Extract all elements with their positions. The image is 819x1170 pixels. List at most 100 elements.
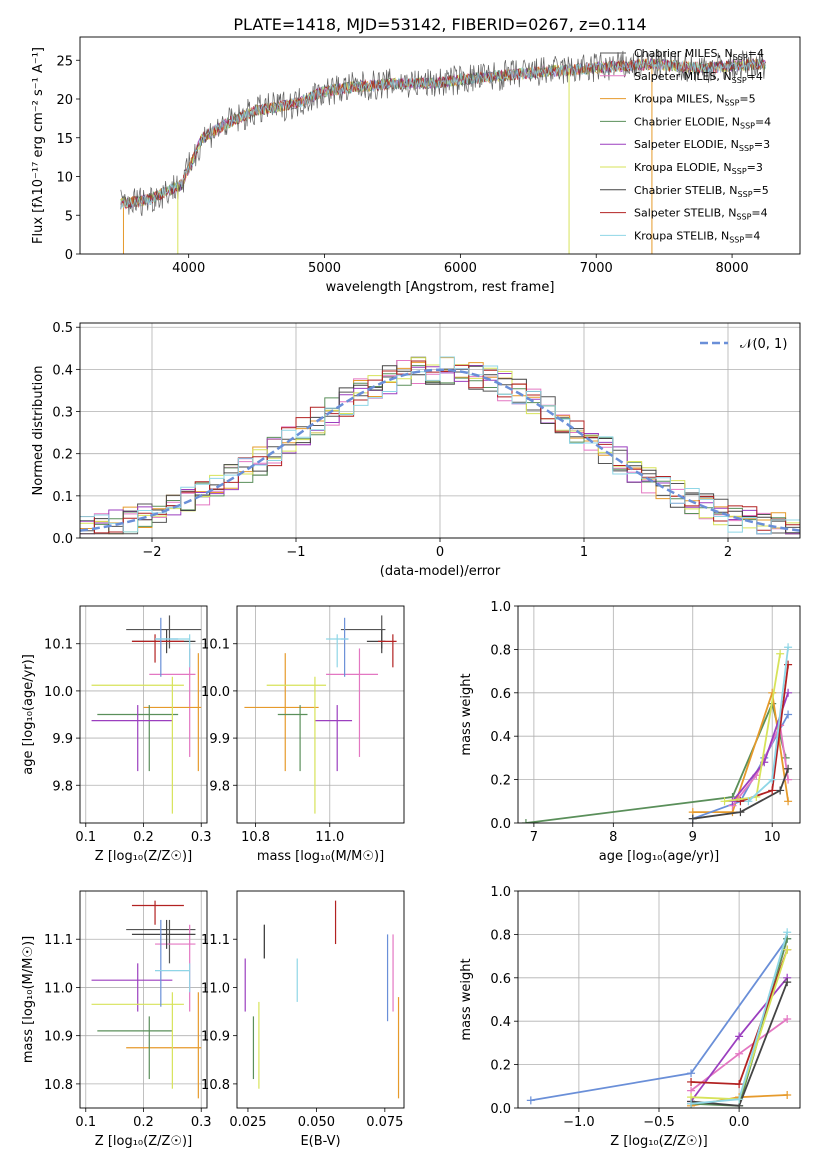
weight-line [525, 700, 787, 823]
weight-marker [783, 1090, 792, 1099]
y-tick-label: 11.1 [44, 933, 73, 948]
x-tick-label: 7000 [580, 261, 613, 276]
y-tick-label: 0.0 [490, 817, 511, 832]
residual-hist-axes: −2 −1 0 1 2 0.0 0.1 0.2 0.3 0.4 0.5 (data-model)/er… [31, 321, 800, 579]
y-tick-label: 10 [56, 171, 73, 186]
x-tick-label: 0.075 [366, 1115, 403, 1130]
weight-vs-age-frame [517, 605, 801, 824]
weight-marker [783, 945, 792, 954]
weight-marker [784, 643, 793, 652]
x-tick-label: 0.025 [229, 1115, 266, 1130]
spectrum-plot [120, 49, 766, 254]
y-axis-label: mass [log₁₀(M/M☉)] [21, 936, 36, 1063]
x-tick-label: 11.0 [315, 830, 344, 845]
y-tick-label: 9.8 [209, 779, 230, 794]
y-tick-label: 25 [56, 54, 73, 69]
age-vs-mass-plot [244, 615, 397, 814]
weight-marker [735, 1049, 744, 1058]
weight-marker [783, 928, 792, 937]
weight-vs-Z-plot [526, 928, 792, 1108]
y-tick-label: 0.6 [490, 972, 511, 987]
x-axis-label: wavelength [Angstrom, rest frame] [326, 280, 555, 295]
x-tick-label: −2 [142, 545, 161, 560]
weight-marker [784, 775, 793, 784]
weight-marker [784, 797, 793, 806]
x-tick-label: 0 [436, 545, 444, 560]
weight-vs-Z-frame [517, 890, 801, 1109]
legend-label: Kroupa MILES, NSSP=5 [634, 93, 756, 108]
y-tick-label: 0.6 [490, 687, 511, 702]
x-tick-label: 10 [764, 830, 781, 845]
x-tick-label: 7 [530, 830, 538, 845]
y-tick-label: 9.9 [52, 732, 73, 747]
x-tick-label: 0.3 [191, 830, 212, 845]
weight-marker [687, 1077, 696, 1086]
weight-vs-age-axes: 7 8 9 10 0.0 0.2 0.4 0.6 0.8 1.0 age [log₁₀(age/yr… [459, 600, 800, 864]
age-vs-mass-axes: 10.8 11.0 9.8 9.9 10.0 10.1 mass [log₁₀(M/M☉)] [201, 606, 404, 864]
weight-marker [784, 710, 793, 719]
mass-vs-Z-axes: 0.1 0.2 0.3 10.8 10.9 11.0 11.1 Z [log₁₀(Z/Z☉)]… [21, 891, 212, 1149]
weight-vs-age-plot [521, 643, 793, 823]
x-tick-label: −0.5 [643, 1115, 675, 1130]
x-tick-label: 4000 [172, 261, 205, 276]
weight-marker [784, 764, 793, 773]
y-tick-label: 0.3 [52, 406, 73, 421]
x-tick-label: 0.1 [75, 1115, 96, 1130]
spectrum-axes: 4000 5000 6000 7000 8000 0 5 10 15 20 25 wavelength… [31, 47, 749, 295]
y-axis-label: mass weight [459, 958, 474, 1040]
legend-label: Salpeter MILES, NSSP=4 [634, 70, 763, 85]
legend-label: Kroupa STELIB, NSSP=4 [634, 229, 760, 244]
weight-marker [526, 1096, 535, 1105]
x-tick-label: 10.8 [241, 830, 270, 845]
weight-marker [768, 786, 777, 795]
y-tick-label: 9.8 [52, 779, 73, 794]
mass-vs-Z-plot [91, 900, 202, 1099]
spectrum-line [120, 49, 766, 217]
x-tick-label: 9 [689, 830, 697, 845]
spectrum-frame [79, 36, 801, 255]
y-tick-label: 0.0 [490, 1102, 511, 1117]
y-tick-label: 10.0 [201, 685, 230, 700]
x-axis-label: Z [log₁₀(Z/Z☉)] [610, 1134, 707, 1149]
weight-marker [521, 819, 530, 823]
y-tick-label: 0.1 [52, 490, 73, 505]
age-vs-Z-axes: 0.1 0.2 0.3 9.8 9.9 10.0 10.1 Z [log₁₀(Z/Z☉)] ag… [21, 606, 212, 864]
weight-marker [687, 1069, 696, 1078]
x-tick-label: 1 [580, 545, 588, 560]
weight-vs-Z-axes: −1.0 −0.5 0.0 0.0 0.2 0.4 0.6 0.8 1.0 Z [log₁₀(Z/… [459, 885, 800, 1149]
x-axis-label: age [log₁₀(age/yr)] [599, 849, 720, 864]
y-tick-label: 0.0 [52, 532, 73, 547]
y-axis-label: Flux [fλ10⁻¹⁷ erg cm⁻² s⁻¹ A⁻¹] [31, 47, 46, 244]
y-tick-label: 15 [56, 132, 73, 147]
mass-vs-ebv-axes: 0.025 0.050 0.075 10.8 10.9 11.0 11.1 E(B-V) [201, 933, 403, 1149]
mass-vs-ebv-frame [236, 890, 405, 1109]
y-tick-label: 10.1 [201, 638, 230, 653]
mass-vs-ebv-plot [244, 900, 400, 1099]
y-tick-label: 10.8 [44, 1078, 73, 1093]
legend-label: 𝒩(0, 1) [740, 337, 787, 352]
y-tick-label: 10.9 [201, 1030, 230, 1045]
x-tick-label: −1 [286, 545, 305, 560]
weight-line [692, 768, 789, 820]
weight-marker [688, 814, 697, 823]
weight-marker [687, 1099, 696, 1108]
x-axis-label: mass [log₁₀(M/M☉)] [257, 849, 384, 864]
y-tick-label: 0.2 [490, 774, 511, 789]
weight-marker [783, 978, 792, 987]
y-tick-label: 10.0 [44, 685, 73, 700]
weight-marker [720, 797, 729, 806]
y-tick-label: 0.5 [52, 321, 73, 336]
weight-marker [768, 775, 777, 784]
x-tick-label: 0.1 [75, 830, 96, 845]
y-tick-label: 0.2 [52, 448, 73, 463]
y-axis-label: Normed distribution [31, 366, 46, 496]
weight-marker [735, 1095, 744, 1104]
y-tick-label: 9.9 [209, 732, 230, 747]
weight-marker [735, 1032, 744, 1041]
y-tick-label: 0 [65, 248, 73, 263]
x-tick-label: −1.0 [563, 1115, 595, 1130]
y-tick-label: 20 [56, 93, 73, 108]
legend-label: Chabrier MILES, NSSP=4 [634, 47, 764, 62]
x-tick-label: 8000 [716, 261, 749, 276]
